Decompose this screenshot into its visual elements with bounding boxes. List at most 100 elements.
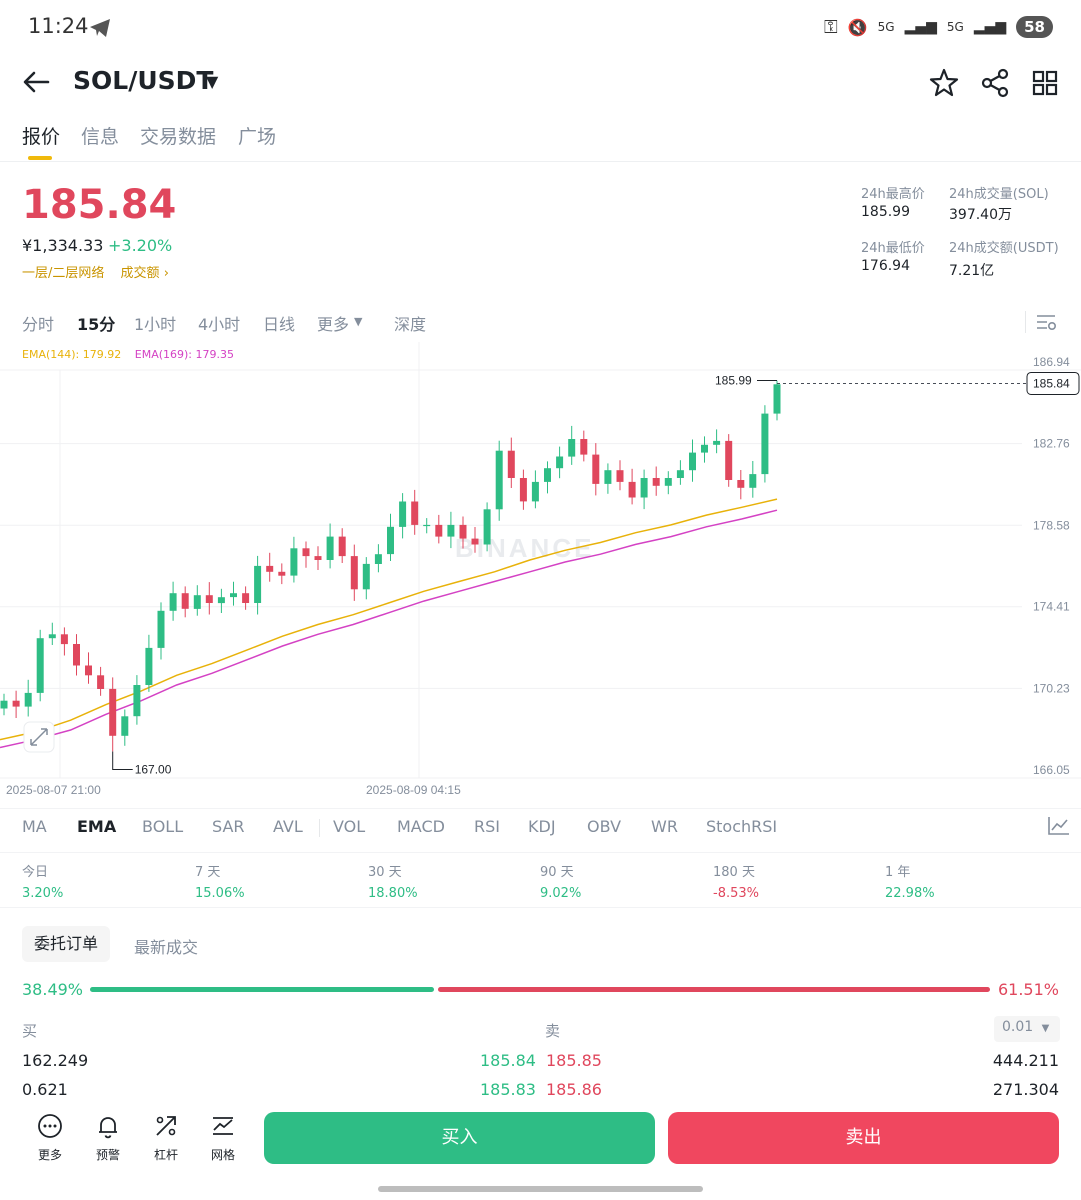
indicator-settings-icon[interactable] — [1046, 814, 1072, 838]
ind-wr[interactable]: WR — [651, 817, 678, 836]
candle-body — [725, 440, 733, 480]
tab-info[interactable]: 信息 — [81, 126, 120, 148]
interval-daily[interactable]: 日线 — [263, 315, 296, 334]
bid-price[interactable]: 185.83 — [480, 1080, 536, 1099]
back-arrow-icon[interactable] — [20, 66, 56, 98]
tab-square[interactable]: 广场 — [238, 126, 277, 148]
buy-ratio: 38.49% — [22, 980, 84, 999]
candle-body — [157, 610, 165, 648]
interval-depth[interactable]: 深度 — [394, 315, 427, 334]
ind-ema[interactable]: EMA — [77, 817, 117, 836]
interval-more[interactable]: 更多 — [317, 315, 350, 334]
ask-price[interactable]: 185.86 — [546, 1080, 602, 1099]
sell-button[interactable]: 卖出 — [668, 1112, 1059, 1164]
precision-value: 0.01 — [1002, 1019, 1034, 1035]
bottom-action-bar: 更多 预警 杠杆 网格 买入 卖出 — [0, 1108, 1081, 1178]
stat-turnover: 7.21亿 — [949, 263, 995, 279]
precision-select[interactable]: 0.01 ▼ — [994, 1016, 1060, 1042]
y-tick-label: 170.23 — [1033, 681, 1070, 695]
last-price: 185.84 — [22, 182, 177, 228]
perf-90d: 90 天 9.02% — [540, 861, 581, 901]
grid-menu-icon[interactable] — [1028, 66, 1062, 100]
candle-body — [374, 554, 382, 564]
candle-body — [97, 675, 105, 689]
candle-body — [254, 565, 262, 603]
interval-4h[interactable]: 4小时 — [198, 315, 241, 334]
star-icon[interactable] — [927, 66, 961, 100]
candle-body — [399, 501, 407, 527]
ema169-label: EMA(169): 179.35 — [134, 348, 234, 361]
candle-body — [761, 413, 769, 475]
more-button[interactable]: 更多 — [28, 1112, 72, 1163]
candle-body — [387, 526, 394, 555]
status-icons: ⚿ 🔇 5G ▂▄▆ 5G ▂▄▆ 58 — [824, 16, 1053, 38]
leverage-icon — [156, 1116, 176, 1136]
price-tags: 一层/二层网络 成交额 › — [22, 262, 169, 281]
perf-value: 18.80% — [368, 886, 418, 901]
chart-settings-icon[interactable] — [1034, 310, 1058, 334]
ind-avl[interactable]: AVL — [273, 817, 303, 836]
more-label: 更多 — [37, 1148, 62, 1162]
network-label: 5G — [877, 20, 895, 34]
ema144-line — [0, 498, 778, 741]
candle-body — [495, 450, 503, 510]
stat-turnover-label: 24h成交额(USDT) — [949, 241, 1059, 256]
ind-rsi[interactable]: RSI — [474, 817, 500, 836]
ask-price[interactable]: 185.85 — [546, 1051, 602, 1070]
buy-button[interactable]: 买入 — [264, 1112, 655, 1164]
interval-selector: 分时 15分 1小时 4小时 日线 更多 ▼ 深度 — [0, 305, 1081, 341]
candle-body — [85, 665, 92, 676]
leverage-button[interactable]: 杠杆 — [144, 1112, 188, 1163]
ind-stochrsi[interactable]: StochRSI — [706, 817, 778, 836]
pair-title[interactable]: SOL/USDT — [73, 66, 214, 95]
candle-body — [290, 548, 298, 576]
candle-body — [0, 700, 8, 709]
candle-body — [133, 685, 141, 717]
candle-body — [145, 647, 153, 685]
grid-trading-icon — [213, 1117, 233, 1135]
perf-label: 90 天 — [540, 865, 574, 880]
share-icon[interactable] — [978, 66, 1012, 100]
candle-body — [701, 444, 708, 453]
tab-trading-data[interactable]: 交易数据 — [140, 126, 217, 148]
price-chart[interactable]: 186.94 182.76 178.58 174.41 170.23 166.05 2025… — [0, 342, 1081, 802]
candle-body — [326, 536, 334, 560]
candle-body — [181, 593, 189, 609]
bid-price[interactable]: 185.84 — [480, 1051, 536, 1070]
candle-body — [471, 538, 479, 545]
ind-macd[interactable]: MACD — [397, 817, 445, 836]
perf-label: 今日 — [22, 865, 49, 880]
tab-order-book[interactable]: 委托订单 — [22, 926, 110, 962]
interval-15m[interactable]: 15分 — [77, 315, 116, 334]
grid-button[interactable]: 网格 — [201, 1112, 245, 1163]
signal-icon: ▂▄▆ — [904, 19, 937, 35]
tab-underline — [28, 156, 52, 160]
network-label-2: 5G — [946, 20, 964, 34]
perf-today: 今日 3.20% — [22, 861, 63, 901]
tab-quote[interactable]: 报价 — [22, 126, 61, 148]
bid-qty: 0.621 — [22, 1080, 68, 1099]
candle-body — [60, 634, 68, 645]
candle-body — [217, 597, 225, 604]
chevron-down-icon[interactable]: ▼ — [206, 72, 219, 91]
stat-vol: 397.40万 — [949, 207, 1012, 223]
tab-latest-trades[interactable]: 最新成交 — [134, 938, 199, 957]
tag-turnover[interactable]: 成交额 — [120, 266, 160, 281]
ind-boll[interactable]: BOLL — [142, 817, 184, 836]
interval-timeline[interactable]: 分时 — [22, 315, 55, 334]
candle-body — [24, 692, 32, 707]
candle-body — [121, 716, 129, 736]
interval-1h[interactable]: 1小时 — [134, 315, 177, 334]
ema-legend: EMA(144): 179.92 EMA(169): 179.35 — [22, 348, 234, 361]
ind-vol[interactable]: VOL — [333, 817, 366, 836]
alert-button[interactable]: 预警 — [86, 1112, 130, 1163]
ind-obv[interactable]: OBV — [587, 817, 622, 836]
candle-body — [36, 638, 44, 693]
ind-kdj[interactable]: KDJ — [528, 817, 556, 836]
candle-body — [773, 384, 781, 414]
ind-ma[interactable]: MA — [22, 817, 47, 836]
y-tick-label: 182.76 — [1033, 437, 1070, 451]
home-indicator — [378, 1186, 703, 1192]
ind-sar[interactable]: SAR — [212, 817, 245, 836]
tag-layer-network[interactable]: 一层/二层网络 — [22, 266, 105, 281]
